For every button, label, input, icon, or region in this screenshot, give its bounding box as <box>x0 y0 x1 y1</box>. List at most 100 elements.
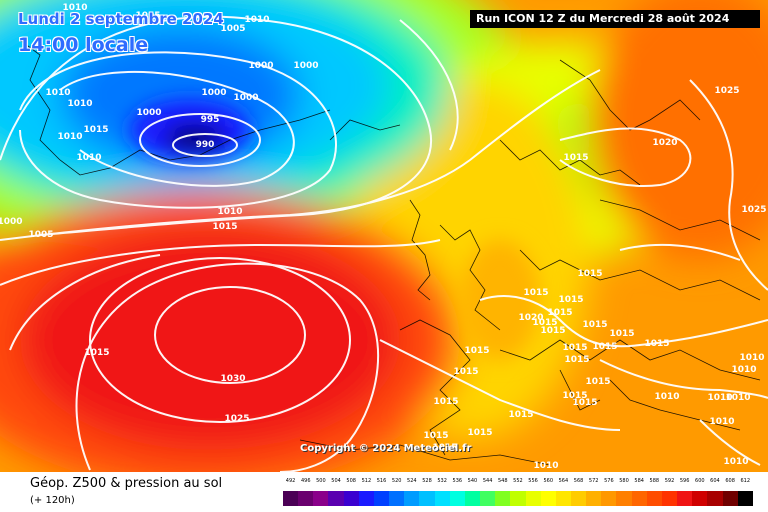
legend-value-568: 568 <box>573 478 584 484</box>
isobar-label: 1015 <box>523 288 548 298</box>
isobar-label: 1005 <box>28 230 53 240</box>
isobar-label: 1020 <box>518 313 543 323</box>
legend-swatch-604 <box>707 491 723 506</box>
legend-value-592: 592 <box>664 478 675 484</box>
legend-value-584: 584 <box>634 478 644 484</box>
legend-value-528: 528 <box>422 478 432 484</box>
map-title: Géop. Z500 & pression au sol <box>30 476 223 491</box>
isobars <box>0 15 768 472</box>
isobar-label: 1015 <box>563 153 588 163</box>
isobar-label: 990 <box>196 140 215 150</box>
legend-value-596: 596 <box>679 478 690 484</box>
isobar-label: 1005 <box>135 11 160 21</box>
isobar-label: 1015 <box>432 443 457 453</box>
isobar-label: 1010 <box>731 365 756 375</box>
isobar-label: 1015 <box>532 318 557 328</box>
copyright-notice: Copyright © 2024 Meteociel.fr <box>300 443 472 454</box>
isobar-label: 1015 <box>540 326 565 336</box>
legend-swatch-600 <box>692 491 708 506</box>
legend-swatch-560 <box>540 491 556 506</box>
isobar-label: 1015 <box>212 222 237 232</box>
legend-value-600: 600 <box>695 478 705 484</box>
legend-value-504: 504 <box>331 478 341 484</box>
legend-value-512: 512 <box>361 478 372 484</box>
isobar-label: 1000 <box>136 108 161 118</box>
legend-value-608: 608 <box>725 478 735 484</box>
isobar-label: 1000 <box>233 93 258 103</box>
legend-value-552: 552 <box>513 478 523 484</box>
isobar-label: 1000 <box>0 217 23 227</box>
legend-swatch-596 <box>677 491 693 506</box>
isobar-label: 1010 <box>57 132 82 142</box>
legend-value-556: 556 <box>528 478 538 484</box>
legend-swatch-540 <box>464 491 481 506</box>
legend-swatch-544 <box>480 491 496 506</box>
isobar-label: 1025 <box>714 86 739 96</box>
legend-value-536: 536 <box>452 478 463 484</box>
isobar-label: 1010 <box>725 393 750 403</box>
isobar-label: 1015 <box>564 355 589 365</box>
legend-swatch-536 <box>449 491 465 506</box>
legend-value-564: 564 <box>558 478 569 484</box>
legend-value-612: 612 <box>740 478 751 484</box>
isobar-label: 1000 <box>248 61 273 71</box>
legend-value-576: 576 <box>604 478 614 484</box>
legend-value-548: 548 <box>497 478 508 484</box>
isobar-label: 1010 <box>723 457 748 467</box>
legend-value-544: 544 <box>482 478 493 484</box>
run-info-banner: Run ICON 12 Z du Mercredi 28 août 2024 <box>470 10 760 28</box>
legend-swatch-532 <box>434 491 450 506</box>
isobar-label: 1010 <box>533 461 558 471</box>
isobar-label: 1015 <box>562 343 587 353</box>
isobar-label: 1015 <box>558 295 583 305</box>
legend-color-bar <box>283 491 753 506</box>
isobar-label: 1030 <box>220 374 245 384</box>
legend-swatch-576 <box>601 491 617 506</box>
legend-swatch-528 <box>419 491 435 506</box>
isobar-label: 1015 <box>467 428 492 438</box>
legend-value-496: 496 <box>300 478 311 484</box>
legend-value-508: 508 <box>346 478 356 484</box>
isobar-label: 1015 <box>572 398 597 408</box>
isobar-label: 1015 <box>84 348 109 358</box>
isobar-label: 1010 <box>244 15 269 25</box>
isobar-label: 1025 <box>741 205 766 215</box>
isobar-label: 1015 <box>433 397 458 407</box>
isobar-label: 1015 <box>562 391 587 401</box>
legend-swatch-520 <box>389 491 405 506</box>
isobar-label: 1000 <box>293 61 318 71</box>
legend-value-540: 540 <box>467 478 478 484</box>
footer-panel: Géop. Z500 & pression au sol (+ 120h) 49… <box>0 472 768 512</box>
legend-swatch-588 <box>646 491 662 506</box>
legend-swatch-580 <box>616 491 632 506</box>
legend-swatch-584 <box>631 491 647 506</box>
legend-swatch-592 <box>661 491 678 506</box>
legend-swatch-504 <box>328 491 344 506</box>
legend-value-500: 500 <box>316 478 326 484</box>
legend-swatch-572 <box>586 491 602 506</box>
isobar-label: 1015 <box>423 431 448 441</box>
isobar-label: 1015 <box>592 342 617 352</box>
legend-value-492: 492 <box>285 478 296 484</box>
legend-value-604: 604 <box>710 478 720 484</box>
legend-value-516: 516 <box>376 478 387 484</box>
isobar-label: 1010 <box>217 207 242 217</box>
isobar-label: 1015 <box>577 269 602 279</box>
legend-value-520: 520 <box>391 478 402 484</box>
isobar-label: 1005 <box>220 24 245 34</box>
isobar-label: 995 <box>201 115 220 125</box>
legend-swatch-524 <box>404 491 420 506</box>
legend-swatch-512 <box>358 491 374 506</box>
isobar-label: 1010 <box>654 392 679 402</box>
isobar-label: 1010 <box>739 353 764 363</box>
isobar-label: 1015 <box>644 339 669 349</box>
isobar-label: 1010 <box>76 153 101 163</box>
legend-swatch-556 <box>525 491 541 506</box>
legend-swatch-516 <box>373 491 390 506</box>
legend-value-580: 580 <box>619 478 629 484</box>
isobar-label: 1020 <box>652 138 677 148</box>
isobar-label: 1010 <box>707 393 732 403</box>
isobar-label: 1010 <box>62 3 87 13</box>
